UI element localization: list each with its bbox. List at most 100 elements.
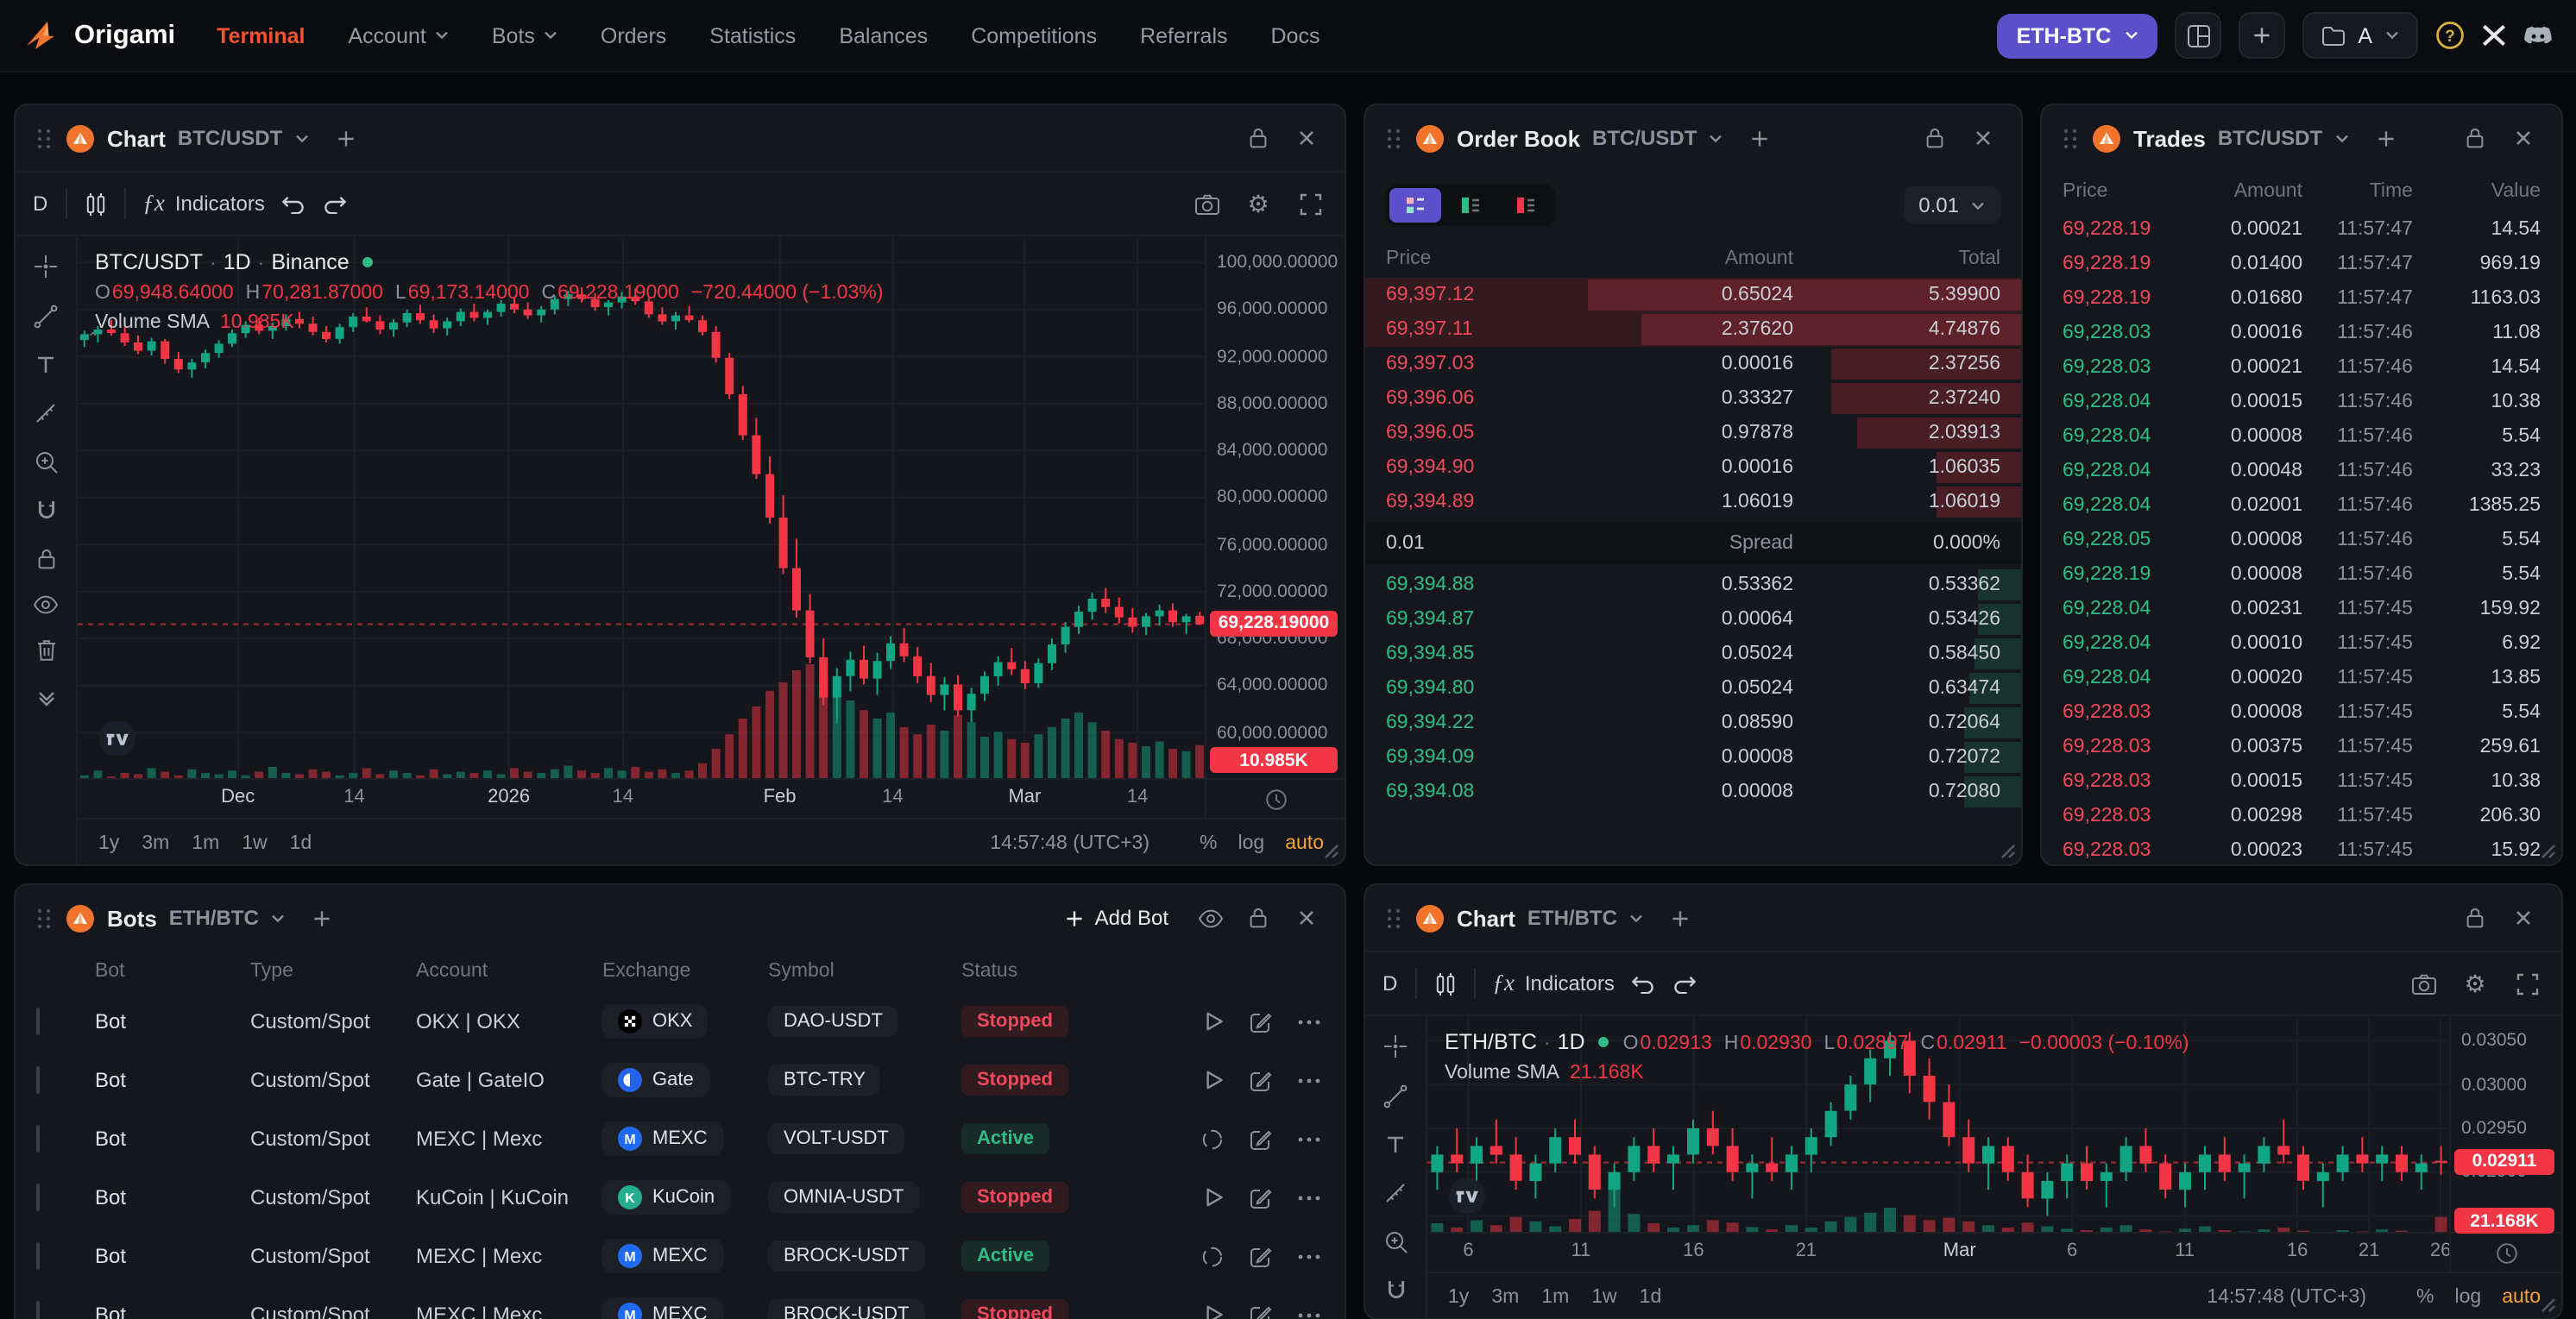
trade-row[interactable]: 69,228.04 0.02001 11:57:46 1385.25 [2042, 488, 2561, 523]
panel-tab[interactable]: Chart ETH/BTC [1415, 903, 1643, 933]
chart-plot-area[interactable]: ETH/BTC · 1D O 0.02913 H 0.02930 L 0.02897 C 0.029… [1427, 1016, 2449, 1232]
bot-row[interactable]: Bot Custom/Spot MEXC | Mexc M MEXC BROCK-USDT… [16, 1227, 1345, 1285]
trade-row[interactable]: 69,228.03 0.00021 11:57:46 14.54 [2042, 350, 2561, 385]
more-actions-button[interactable] [1298, 1312, 1320, 1317]
drag-handle-icon[interactable] [36, 127, 52, 149]
bot-row[interactable]: Bot Custom/Spot Gate | GateIO Gate BTC-TRY St… [16, 1051, 1345, 1109]
trade-row[interactable]: 69,228.03 0.00375 11:57:45 259.61 [2042, 730, 2561, 764]
start-bot-button[interactable] [1205, 1187, 1224, 1208]
row-checkbox[interactable] [36, 1008, 40, 1035]
running-indicator-button[interactable] [1201, 1245, 1224, 1267]
scale-mode-auto-button[interactable]: auto [1285, 833, 1324, 854]
resize-handle[interactable] [1324, 844, 1339, 859]
layout-grid-button[interactable] [2175, 12, 2222, 59]
snapshot-camera-button[interactable] [2406, 972, 2441, 995]
fullscreen-button[interactable] [1293, 192, 1327, 215]
row-checkbox[interactable] [36, 1184, 40, 1211]
discord-button[interactable] [2522, 24, 2552, 47]
x-social-button[interactable] [2481, 24, 2505, 47]
measure-tool-button[interactable] [1382, 1180, 1408, 1206]
price-axis[interactable]: 0.030500.030000.029500.029000.028500.029… [2449, 1016, 2561, 1234]
precision-dropdown[interactable]: 0.01 [1903, 186, 2000, 224]
orderbook-ask-row[interactable]: 69,396.05 0.97878 2.03913 [1365, 416, 2021, 450]
exchange-badge[interactable]: K KuCoin [602, 1180, 731, 1215]
more-actions-button[interactable] [1298, 1195, 1320, 1200]
fullscreen-button[interactable] [2510, 972, 2544, 995]
lock-panel-button[interactable] [2458, 126, 2492, 150]
nav-item-docs[interactable]: Docs [1271, 23, 1320, 47]
trade-row[interactable]: 69,228.03 0.00298 11:57:45 206.30 [2042, 799, 2561, 833]
bot-row[interactable]: Bot Custom/Spot MEXC | Mexc M MEXC VOLT-USDT A… [16, 1109, 1345, 1168]
undo-button[interactable] [282, 194, 306, 213]
exchange-badge[interactable]: M MEXC [602, 1297, 723, 1319]
zoom-in-tool-button[interactable] [1383, 1230, 1408, 1254]
running-indicator-button[interactable] [1201, 1127, 1224, 1150]
range-1w-button[interactable]: 1w [242, 833, 268, 854]
bot-row[interactable]: Bot Custom/Spot KuCoin | KuCoin K KuCoin OMNI… [16, 1168, 1345, 1227]
settings-gear-icon[interactable]: ⚙ [1241, 192, 1275, 216]
more-actions-button[interactable] [1298, 1253, 1320, 1259]
lock-panel-button[interactable] [2458, 906, 2492, 930]
trade-row[interactable]: 69,228.19 0.00021 11:57:47 14.54 [2042, 212, 2561, 247]
book-mode-bids-button[interactable] [1445, 188, 1496, 223]
edit-bot-button[interactable] [1250, 1127, 1272, 1150]
pair-selector-button[interactable]: ETH-BTC [1997, 13, 2158, 58]
nav-item-orders[interactable]: Orders [601, 23, 666, 47]
edit-bot-button[interactable] [1250, 1303, 1272, 1319]
panel-tab[interactable]: Order Book BTC/USDT [1415, 123, 1723, 153]
scale-mode-log-button[interactable]: log [2454, 1287, 2482, 1308]
orderbook-bid-row[interactable]: 69,394.08 0.00008 0.72080 [1365, 775, 2021, 809]
range-1d-button[interactable]: 1d [289, 833, 312, 854]
orderbook-bid-row[interactable]: 69,394.80 0.05024 0.63474 [1365, 671, 2021, 706]
lock-drawings-tool-button[interactable] [35, 547, 56, 571]
range-3m-button[interactable]: 3m [142, 833, 170, 854]
candle-style-button[interactable] [84, 192, 106, 215]
orderbook-ask-row[interactable]: 69,394.89 1.06019 1.06019 [1365, 485, 2021, 519]
drag-handle-icon[interactable] [2063, 127, 2078, 149]
interval-button[interactable]: D [1382, 971, 1398, 996]
visibility-eye-button[interactable] [1193, 908, 1227, 927]
price-axis[interactable]: 100,000.00000 96,000.00000 92,000.00000 88,… [1205, 236, 1345, 778]
symbol-badge[interactable]: DAO-USDT [768, 1006, 898, 1037]
row-checkbox[interactable] [36, 1066, 40, 1094]
clock-icon[interactable] [2495, 1241, 2517, 1264]
nav-item-bots[interactable]: Bots [492, 23, 557, 47]
trade-row[interactable]: 69,228.04 0.00020 11:57:45 13.85 [2042, 661, 2561, 695]
chart-plot-area[interactable]: BTC/USDT · 1D · Binance O 69,948.64000 H 70,281.… [78, 236, 1205, 778]
panel-tab[interactable]: Bots ETH/BTC [66, 903, 285, 933]
trade-row[interactable]: 69,228.04 0.00008 11:57:46 5.54 [2042, 419, 2561, 454]
nav-item-referrals[interactable]: Referrals [1140, 23, 1227, 47]
add-tab-button[interactable] [1750, 129, 1769, 148]
hide-drawings-eye-tool-button[interactable] [33, 595, 59, 614]
interval-button[interactable]: D [33, 192, 48, 216]
orderbook-ask-row[interactable]: 69,396.06 0.33327 2.37240 [1365, 381, 2021, 416]
orderbook-bid-row[interactable]: 69,394.09 0.00008 0.72072 [1365, 740, 2021, 775]
panel-tab[interactable]: Trades BTC/USDT [2092, 123, 2348, 153]
close-panel-button[interactable] [2506, 129, 2541, 147]
range-1w-button[interactable]: 1w [1591, 1287, 1617, 1308]
chart-clock-text[interactable]: 14:57:48 (UTC+3) [2207, 1287, 2367, 1308]
edit-bot-button[interactable] [1250, 1245, 1272, 1267]
nav-item-statistics[interactable]: Statistics [709, 23, 796, 47]
measure-tool-button[interactable] [33, 400, 59, 426]
scale-mode-auto-button[interactable]: auto [2502, 1287, 2541, 1308]
legend-collapse-icon[interactable]: ⌃ [86, 330, 100, 347]
trade-row[interactable]: 69,228.19 0.01400 11:57:47 969.19 [2042, 247, 2561, 281]
redo-button[interactable] [324, 194, 348, 213]
range-1y-button[interactable]: 1y [1448, 1287, 1470, 1308]
workspace-button[interactable]: A [2302, 12, 2417, 59]
trade-row[interactable]: 69,228.19 0.01680 11:57:47 1163.03 [2042, 281, 2561, 316]
trade-row[interactable]: 69,228.05 0.00008 11:57:46 5.54 [2042, 523, 2561, 557]
trend-line-tool-button[interactable] [33, 304, 59, 330]
trade-row[interactable]: 69,228.03 0.00023 11:57:45 15.92 [2042, 833, 2561, 864]
more-actions-button[interactable] [1298, 1136, 1320, 1141]
symbol-badge[interactable]: BROCK-USDT [768, 1299, 925, 1319]
close-panel-button[interactable] [1289, 909, 1324, 926]
trade-row[interactable]: 69,228.03 0.00015 11:57:45 10.38 [2042, 764, 2561, 799]
crosshair-tool-button[interactable] [33, 254, 59, 280]
row-checkbox[interactable] [36, 1301, 40, 1319]
range-1m-button[interactable]: 1m [1541, 1287, 1570, 1308]
time-axis[interactable]: 6 11 16 21 Mar 6 11 16 21 26 [1427, 1234, 2449, 1272]
orderbook-ask-row[interactable]: 69,397.12 0.65024 5.39900 [1365, 278, 2021, 312]
help-button[interactable]: ? [2434, 21, 2464, 50]
